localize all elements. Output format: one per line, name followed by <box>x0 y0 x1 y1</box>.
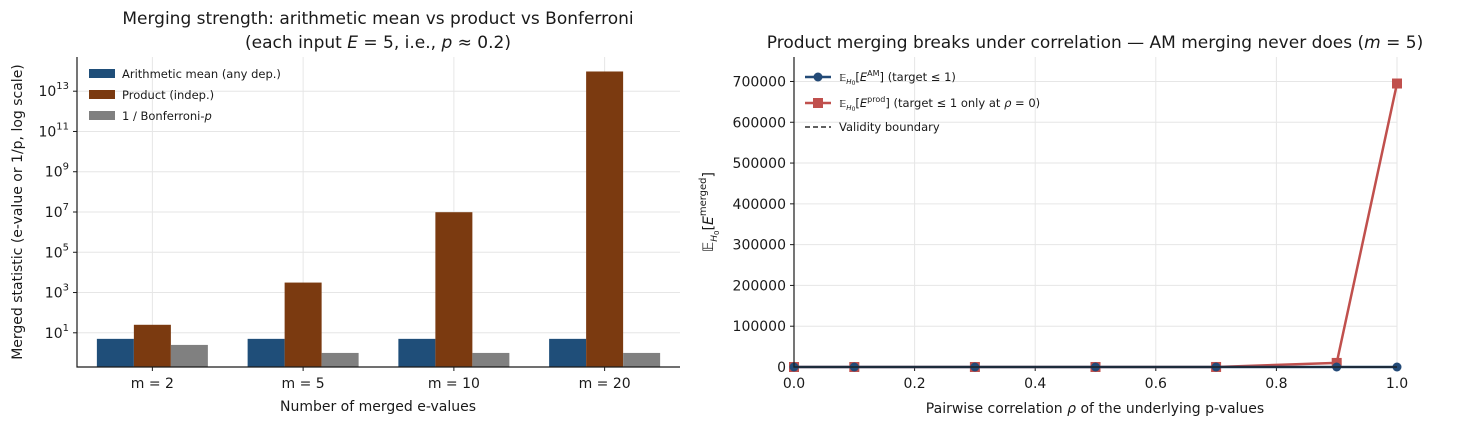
left-y-tick-label: 1013 <box>38 81 69 100</box>
left-x-tick-label: m = 20 <box>579 376 631 392</box>
left-y-ticks: 101 103 105 107 109 1011 1013 <box>38 81 77 342</box>
left-y-tick-label: 101 <box>45 323 69 342</box>
bar-bonferroni <box>472 352 510 367</box>
legend-swatch <box>89 69 115 78</box>
right-x-tick-label: 0.0 <box>783 376 805 392</box>
bar-bonferroni <box>321 352 359 367</box>
legend-label: Arithmetic mean (any dep.) <box>122 67 281 81</box>
right-chart: Product merging breaks under correlation… <box>698 33 1423 417</box>
left-chart: Merging strength: arithmetic mean vs pro… <box>10 9 680 415</box>
bar-am <box>247 338 285 367</box>
left-y-tick-label: 109 <box>45 162 69 181</box>
legend-swatch <box>89 90 115 99</box>
right-x-axis-label: Pairwise correlation ρ of the underlying… <box>926 401 1264 417</box>
legend-label-boundary: Validity boundary <box>839 120 940 134</box>
bar-bonferroni <box>623 352 661 367</box>
left-chart-subtitle: (each input E = 5, i.e., p ≈ 0.2) <box>245 33 511 53</box>
bar-bonferroni <box>170 344 208 367</box>
legend-label: 1 / Bonferroni-p <box>122 109 212 123</box>
right-y-tick-label: 200000 <box>733 278 786 294</box>
right-y-tick-label: 300000 <box>733 238 786 254</box>
left-x-tick-label: m = 10 <box>428 376 480 392</box>
left-legend: Arithmetic mean (any dep.) Product (indep… <box>89 67 281 123</box>
right-y-tick-label: 0 <box>777 360 786 376</box>
right-y-tick-label: 400000 <box>733 197 786 213</box>
legend-marker-prod <box>813 98 823 108</box>
right-y-axis-label: 𝔼H0[Emerged] <box>698 172 721 252</box>
right-y-tick-label: 500000 <box>733 156 786 172</box>
left-x-ticks: m = 2 m = 5 m = 10 m = 20 <box>131 367 631 392</box>
right-y-tick-label: 100000 <box>733 319 786 335</box>
left-y-axis-label: Merged statistic (e-value or 1/p, log sc… <box>10 64 26 360</box>
left-y-tick-label: 1011 <box>38 121 69 140</box>
right-y-ticks: 0 100000 200000 300000 400000 500000 600000 700… <box>733 74 794 376</box>
left-x-tick-label: m = 5 <box>282 376 325 392</box>
right-x-tick-label: 0.4 <box>1024 376 1046 392</box>
bar-product <box>284 282 322 367</box>
right-x-ticks: 0.0 0.2 0.4 0.6 0.8 1.0 <box>783 367 1408 392</box>
bar-product <box>586 71 624 367</box>
point-prod <box>1392 78 1402 89</box>
left-axes-spine <box>76 57 680 368</box>
bar-product <box>133 324 171 367</box>
left-chart-title: Merging strength: arithmetic mean vs pro… <box>122 9 633 29</box>
bar-product <box>435 212 473 367</box>
left-y-tick-label: 105 <box>45 242 69 261</box>
right-chart-title: Product merging breaks under correlation… <box>767 33 1423 53</box>
left-x-axis-label: Number of merged e-values <box>280 399 476 415</box>
right-axes-spine <box>793 57 1397 368</box>
legend-marker-am <box>813 72 823 82</box>
left-bars <box>96 71 661 367</box>
right-y-tick-label: 600000 <box>733 115 786 131</box>
right-y-tick-label: 700000 <box>733 74 786 90</box>
left-y-tick-label: 107 <box>45 202 69 221</box>
right-x-tick-label: 0.8 <box>1265 376 1287 392</box>
bar-am <box>96 338 134 367</box>
right-grid <box>793 57 1398 368</box>
left-y-tick-label: 103 <box>45 283 69 302</box>
right-legend: 𝔼H0[EAM] (target ≤ 1) 𝔼H0[Eprod] (target … <box>805 69 1040 134</box>
left-x-tick-label: m = 2 <box>131 376 174 392</box>
bar-am <box>549 338 587 367</box>
right-x-tick-label: 0.2 <box>903 376 925 392</box>
right-x-tick-label: 0.6 <box>1145 376 1167 392</box>
legend-swatch <box>89 111 115 120</box>
legend-label-prod: 𝔼H0[Eprod] (target ≤ 1 only at ρ = 0) <box>839 95 1040 113</box>
right-x-tick-label: 1.0 <box>1386 376 1408 392</box>
legend-label-am: 𝔼H0[EAM] (target ≤ 1) <box>839 69 956 87</box>
legend-label: Product (indep.) <box>122 88 214 102</box>
bar-am <box>398 338 436 367</box>
